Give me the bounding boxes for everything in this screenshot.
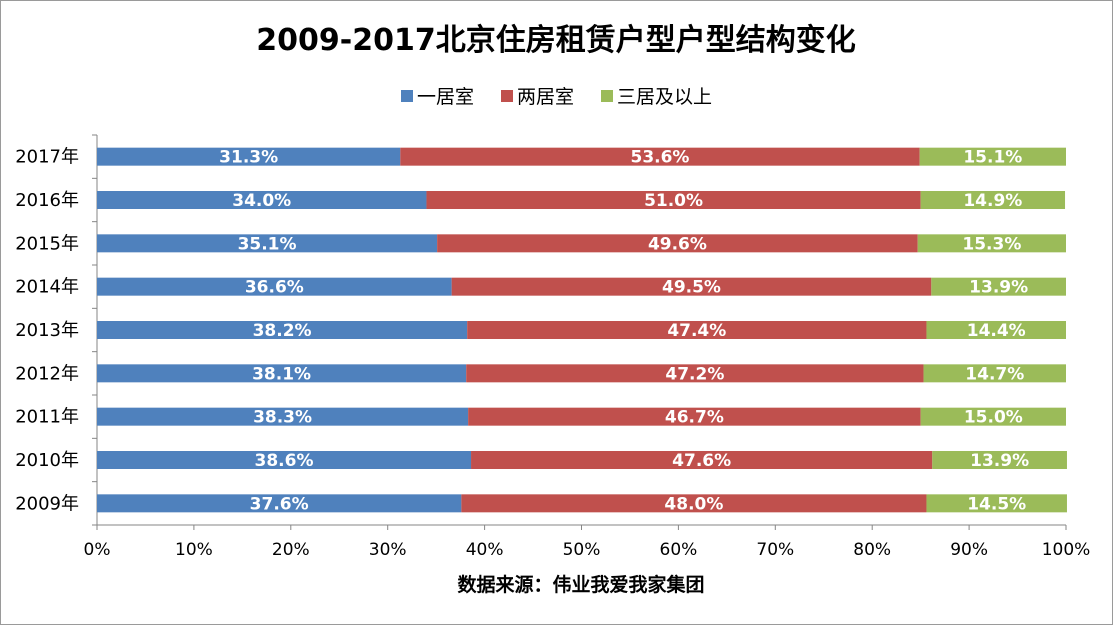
data-label: 49.5% <box>662 278 721 298</box>
bar-segment <box>923 364 1066 383</box>
x-tick-label: 80% <box>853 540 891 560</box>
x-tick-label: 10% <box>175 540 213 560</box>
x-tick-label: 20% <box>272 540 310 560</box>
data-label: 14.7% <box>965 364 1024 384</box>
bar-segment <box>97 191 427 209</box>
bar-segment <box>400 147 920 166</box>
data-label: 46.7% <box>665 408 724 428</box>
y-tick-label: 2016年 <box>15 190 79 211</box>
data-label: 35.1% <box>238 234 297 254</box>
bar-segment <box>466 364 924 383</box>
bar-segment <box>451 277 932 296</box>
data-label: 38.6% <box>255 451 314 471</box>
data-label: 38.1% <box>252 364 311 384</box>
data-label: 47.2% <box>665 364 724 384</box>
legend-label: 两居室 <box>517 86 574 108</box>
bar-segment <box>461 494 927 513</box>
data-label: 36.6% <box>245 278 304 298</box>
bar-segment <box>931 277 1066 296</box>
x-tick-label: 30% <box>369 540 407 560</box>
bar-segment <box>917 234 1066 253</box>
x-tick-label: 0% <box>84 540 111 560</box>
y-tick-label: 2014年 <box>15 277 79 298</box>
bar-segment <box>97 451 472 469</box>
data-label: 37.6% <box>250 494 309 514</box>
data-label: 51.0% <box>644 191 703 211</box>
data-label: 14.4% <box>967 321 1026 341</box>
bar-segment <box>467 321 927 339</box>
y-tick-label: 2015年 <box>15 233 79 254</box>
y-tick-label: 2011年 <box>15 407 79 428</box>
bar-segment <box>97 494 462 513</box>
data-label: 13.9% <box>970 451 1029 471</box>
bar-segment <box>97 364 467 383</box>
data-label: 48.0% <box>664 494 723 514</box>
bar-segment <box>97 321 468 339</box>
data-label: 15.0% <box>964 408 1023 428</box>
y-tick-label: 2017年 <box>15 147 79 168</box>
x-tick-label: 70% <box>756 540 794 560</box>
data-label: 15.3% <box>962 234 1021 254</box>
x-tick-label: 100% <box>1042 540 1091 560</box>
legend: 一居室 两居室 三居及以上 <box>401 86 712 108</box>
x-tick-label: 40% <box>466 540 504 560</box>
data-label: 47.6% <box>672 451 731 471</box>
legend-swatch <box>601 90 613 102</box>
bar-segment <box>437 234 918 253</box>
data-label: 31.3% <box>219 148 278 168</box>
legend-swatch <box>501 90 513 102</box>
bar-segment <box>471 451 933 469</box>
bar-segment <box>920 191 1066 209</box>
legend-swatch <box>401 90 413 102</box>
bar-segment <box>919 147 1066 166</box>
x-axis-title: 数据来源：伟业我爱我家集团 <box>457 573 704 596</box>
bar-segment <box>920 407 1066 426</box>
bar-segment <box>426 191 921 209</box>
y-tick-label: 2010年 <box>15 450 79 471</box>
data-label: 53.6% <box>630 148 689 168</box>
bar-segment <box>468 407 921 426</box>
x-tick-label: 50% <box>563 540 601 560</box>
data-label: 47.4% <box>667 321 726 341</box>
y-tick-label: 2013年 <box>15 320 79 341</box>
data-label: 14.5% <box>967 494 1026 514</box>
data-label: 49.6% <box>648 234 707 254</box>
bar-segment <box>97 147 401 166</box>
bar-segment <box>97 234 438 253</box>
data-label: 34.0% <box>232 191 291 211</box>
plot-area: 0% 10% 20% 30% 40% 50% 60% 70% 80% 90% 100% 2017年 31… <box>15 134 1091 560</box>
y-tick-label: 2009年 <box>15 493 79 514</box>
bar-segment <box>932 451 1067 469</box>
bar-segment <box>926 494 1067 513</box>
legend-label: 一居室 <box>417 86 474 108</box>
data-label: 13.9% <box>969 278 1028 298</box>
data-label: 15.1% <box>963 148 1022 168</box>
bar-segment <box>97 407 469 426</box>
data-label: 38.3% <box>253 408 312 428</box>
y-tick-label: 2012年 <box>15 363 79 384</box>
x-tick-label: 90% <box>950 540 988 560</box>
x-tick-label: 60% <box>660 540 698 560</box>
legend-label: 三居及以上 <box>617 86 712 108</box>
chart-title: 2009-2017北京住房租赁户型户型结构变化 <box>256 23 855 58</box>
data-label: 38.2% <box>253 321 312 341</box>
bar-segment <box>926 321 1066 339</box>
data-label: 14.9% <box>963 191 1022 211</box>
bar-segment <box>97 277 452 296</box>
